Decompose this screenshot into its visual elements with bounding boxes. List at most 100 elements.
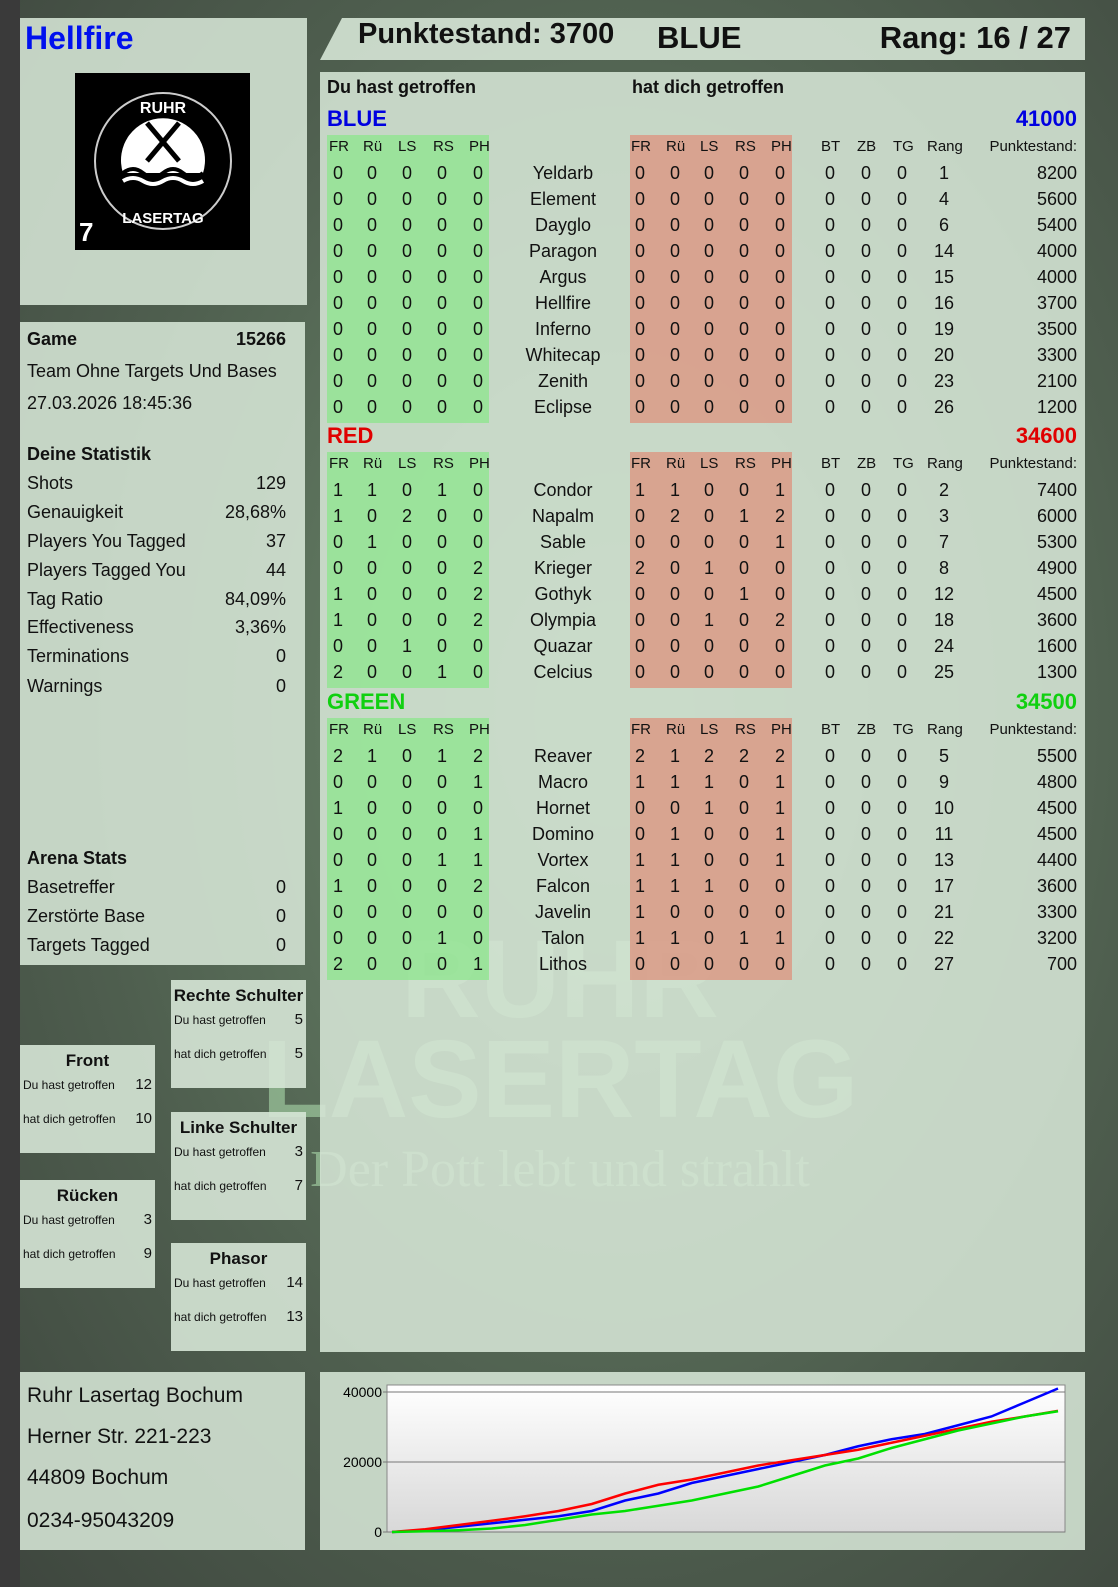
hit-you-cell: 0 xyxy=(635,319,646,339)
hit-you-cell: 1 xyxy=(775,532,786,552)
player-row[interactable]: 0 0 0 0 0 Dayglo 0 0 0 0 0 0 0 0 6 5400 xyxy=(320,215,1085,241)
hit-you-cell: 0 xyxy=(739,189,750,209)
player-row[interactable]: 2 0 0 0 1 Lithos 0 0 0 0 0 0 0 0 27 700 xyxy=(320,954,1085,980)
player-name: Krieger xyxy=(533,558,593,578)
column-header: TG xyxy=(893,721,914,738)
zone-hit-you-label: hat dich getroffen xyxy=(174,1179,267,1193)
player-row[interactable]: 0 0 0 0 2 Krieger 2 0 1 0 0 0 0 0 8 4900 xyxy=(320,558,1085,584)
player-row[interactable]: 0 0 0 0 0 Element 0 0 0 0 0 0 0 0 4 5600 xyxy=(320,189,1085,215)
player-row[interactable]: 0 0 0 0 0 Paragon 0 0 0 0 0 0 0 0 14 4000 xyxy=(320,241,1085,267)
player-score: 4500 xyxy=(1036,824,1077,844)
bonus-cell: 0 xyxy=(861,397,872,417)
player-row[interactable]: 0 0 0 0 1 Domino 0 1 0 0 1 0 0 0 11 4500 xyxy=(320,824,1085,850)
player-row[interactable]: 0 0 0 1 1 Vortex 1 1 0 0 1 0 0 0 13 4400 xyxy=(320,850,1085,876)
player-row[interactable]: 0 0 0 0 0 Yeldarb 0 0 0 0 0 0 0 0 1 8200 xyxy=(320,163,1085,189)
you-hit-cell: 0 xyxy=(437,798,448,818)
player-row[interactable]: 2 0 0 1 0 Celcius 0 0 0 0 0 0 0 0 25 1300 xyxy=(320,662,1085,688)
bonus-cell: 0 xyxy=(897,215,908,235)
hit-you-cell: 2 xyxy=(704,746,715,766)
you-hit-cell: 2 xyxy=(333,746,344,766)
player-rank: 6 xyxy=(938,215,950,235)
player-row[interactable]: 1 0 0 0 2 Falcon 1 1 1 0 0 0 0 0 17 3600 xyxy=(320,876,1085,902)
hit-you-cell: 0 xyxy=(775,241,786,261)
you-hit-cell: 0 xyxy=(402,824,413,844)
bonus-cell: 0 xyxy=(861,215,872,235)
player-score: 5400 xyxy=(1036,215,1077,235)
you-hit-cell: 0 xyxy=(473,241,484,261)
you-hit-cell: 0 xyxy=(437,371,448,391)
you-hit-cell: 1 xyxy=(437,480,448,500)
player-row[interactable]: 0 1 0 0 0 Sable 0 0 0 0 1 0 0 0 7 5300 xyxy=(320,532,1085,558)
player-score: 3500 xyxy=(1036,319,1077,339)
you-hit-cell: 0 xyxy=(473,189,484,209)
player-row[interactable]: 0 0 0 0 1 Macro 1 1 1 0 1 0 0 0 9 4800 xyxy=(320,772,1085,798)
hit-you-cell: 1 xyxy=(635,928,646,948)
you-hit-cell: 0 xyxy=(402,189,413,209)
you-hit-cell: 1 xyxy=(333,506,344,526)
player-row[interactable]: 0 0 0 0 0 Hellfire 0 0 0 0 0 0 0 0 16 3700 xyxy=(320,293,1085,319)
hit-you-cell: 0 xyxy=(704,824,715,844)
player-row[interactable]: 0 0 0 1 0 Talon 1 1 0 1 1 0 0 0 22 3200 xyxy=(320,928,1085,954)
player-row[interactable]: 0 0 0 0 0 Argus 0 0 0 0 0 0 0 0 15 4000 xyxy=(320,267,1085,293)
arena-stat-label: Zerstörte Base xyxy=(27,906,146,926)
player-row[interactable]: 0 0 0 0 0 Whitecap 0 0 0 0 0 0 0 0 20 3300 xyxy=(320,345,1085,371)
hit-you-cell: 0 xyxy=(704,163,715,183)
player-row[interactable]: 1 1 0 1 0 Condor 1 1 0 0 1 0 0 0 2 7400 xyxy=(320,480,1085,506)
you-hit-cell: 0 xyxy=(473,480,484,500)
column-header: Rü xyxy=(363,455,383,472)
you-hit-cell: 0 xyxy=(473,902,484,922)
hit-you-cell: 1 xyxy=(670,480,681,500)
column-header: Rü xyxy=(363,721,383,738)
player-row[interactable]: 1 0 0 0 0 Hornet 0 0 1 0 1 0 0 0 10 4500 xyxy=(320,798,1085,824)
arena-title: Arena Stats xyxy=(27,848,128,868)
you-hit-cell: 2 xyxy=(473,584,484,604)
you-hit-cell: 0 xyxy=(402,532,413,552)
player-row[interactable]: 1 0 2 0 0 Napalm 0 2 0 1 2 0 0 0 3 6000 xyxy=(320,506,1085,532)
arena-stat-value: 0 xyxy=(275,906,286,926)
you-hit-cell: 0 xyxy=(367,850,378,870)
player-row[interactable]: 0 0 0 0 0 Javelin 1 0 0 0 0 0 0 0 21 3300 xyxy=(320,902,1085,928)
hit-you-cell: 1 xyxy=(635,902,646,922)
stat-value: 129 xyxy=(255,473,286,493)
bonus-cell: 0 xyxy=(825,397,836,417)
stat-label: Shots xyxy=(27,473,74,493)
hit-you-cell: 0 xyxy=(775,189,786,209)
column-header: Rü xyxy=(666,455,686,472)
bonus-cell: 0 xyxy=(897,876,908,896)
player-row[interactable]: 0 0 0 0 0 Eclipse 0 0 0 0 0 0 0 0 26 1200 xyxy=(320,397,1085,423)
you-hit-cell: 0 xyxy=(402,319,413,339)
player-rank: 24 xyxy=(933,636,955,656)
hit-you-cell: 0 xyxy=(670,345,681,365)
column-header: LS xyxy=(398,138,417,155)
zone-name: Front xyxy=(65,1051,110,1070)
hit-you-cell: 0 xyxy=(704,506,715,526)
hit-you-cell: 0 xyxy=(635,215,646,235)
hit-you-cell: 0 xyxy=(739,319,750,339)
player-row[interactable]: 0 0 0 0 0 Inferno 0 0 0 0 0 0 0 0 19 3500 xyxy=(320,319,1085,345)
player-score: 4000 xyxy=(1036,241,1077,261)
team-name: BLUE xyxy=(657,20,742,55)
you-hit-cell: 0 xyxy=(333,371,344,391)
svg-text:RUHR: RUHR xyxy=(140,100,187,117)
hit-zone-1: Front Du hast getroffen 12 hat dich getroff… xyxy=(20,1045,155,1153)
player-row[interactable]: 2 1 0 1 2 Reaver 2 1 2 2 2 0 0 0 5 5500 xyxy=(320,746,1085,772)
player-row[interactable]: 0 0 0 0 0 Zenith 0 0 0 0 0 0 0 0 23 2100 xyxy=(320,371,1085,397)
zone-hit-you-value: 10 xyxy=(135,1110,152,1127)
column-header: Rang xyxy=(927,721,963,738)
hit-you-cell: 0 xyxy=(670,558,681,578)
stat-label: Warnings xyxy=(27,676,103,696)
bonus-cell: 0 xyxy=(825,954,836,974)
you-hit-cell: 0 xyxy=(367,876,378,896)
player-row[interactable]: 0 0 1 0 0 Quazar 0 0 0 0 0 0 0 0 24 1600 xyxy=(320,636,1085,662)
address-panel: Ruhr Lasertag Bochum Herner Str. 221-223… xyxy=(20,1372,305,1550)
hit-you-cell: 1 xyxy=(775,480,786,500)
you-hit-cell: 0 xyxy=(437,215,448,235)
you-hit-cell: 0 xyxy=(402,798,413,818)
column-header: RS xyxy=(735,138,756,155)
stat-label: Tag Ratio xyxy=(27,589,104,609)
player-row[interactable]: 1 0 0 0 2 Olympia 0 0 1 0 2 0 0 0 18 3600 xyxy=(320,610,1085,636)
player-score: 3700 xyxy=(1036,293,1077,313)
hit-you-cell: 1 xyxy=(670,876,681,896)
player-row[interactable]: 1 0 0 0 2 Gothyk 0 0 0 1 0 0 0 0 12 4500 xyxy=(320,584,1085,610)
player-rank: 17 xyxy=(933,876,955,896)
